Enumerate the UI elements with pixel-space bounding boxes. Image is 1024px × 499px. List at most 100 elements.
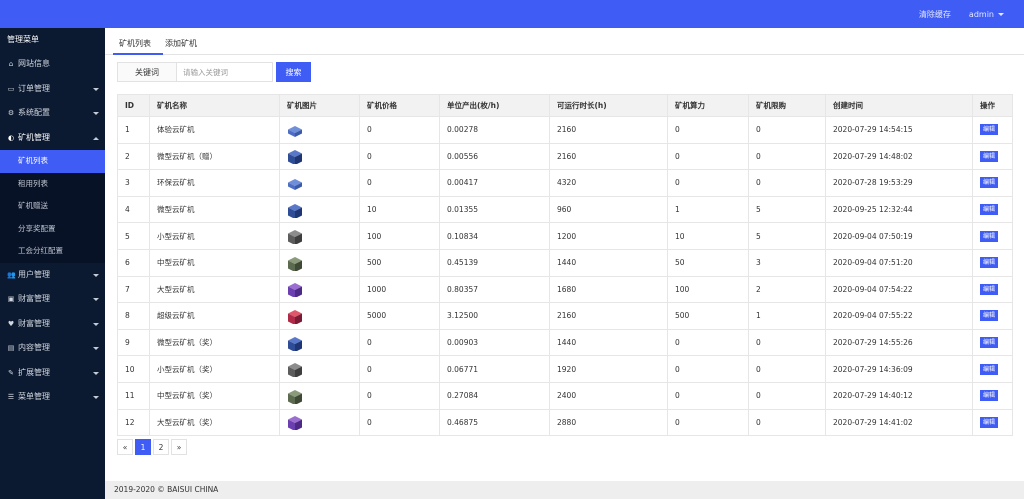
miner-image bbox=[287, 228, 303, 244]
user-menu[interactable]: admin bbox=[969, 10, 1004, 19]
miner-image bbox=[287, 122, 303, 138]
sidebar-item-orders[interactable]: ▭ 订单管理 bbox=[0, 77, 105, 102]
cell-limit: 0 bbox=[749, 382, 826, 409]
page-button-2[interactable]: 2 bbox=[153, 439, 169, 455]
table-body: 1体验云矿机00.002782160002020-07-29 14:54:15编… bbox=[118, 117, 1013, 436]
wallet-icon: ▣ bbox=[7, 287, 15, 312]
search-input[interactable] bbox=[177, 62, 273, 82]
cell-created: 2020-07-29 14:48:02 bbox=[826, 143, 973, 170]
sidebar-title: 管理菜单 bbox=[0, 28, 105, 52]
cell-created: 2020-07-29 14:36:09 bbox=[826, 356, 973, 383]
cell-actions: 编辑 bbox=[973, 249, 1013, 276]
cell-price: 5000 bbox=[360, 303, 440, 330]
table-row: 10小型云矿机（奖）00.067711920002020-07-29 14:36… bbox=[118, 356, 1013, 383]
chevron-down-icon bbox=[93, 88, 99, 91]
cell-created: 2020-09-04 07:50:19 bbox=[826, 223, 973, 250]
clear-cache-link[interactable]: 清除缓存 bbox=[919, 9, 951, 20]
cell-output: 0.27084 bbox=[440, 382, 550, 409]
prev-page-button[interactable]: « bbox=[117, 439, 133, 455]
sidebar-subitem-miner-gift[interactable]: 矿机赠送 bbox=[0, 195, 105, 218]
cell-limit: 5 bbox=[749, 196, 826, 223]
sidebar-item-extensions[interactable]: ✎ 扩展管理 bbox=[0, 361, 105, 386]
cell-power: 0 bbox=[668, 329, 749, 356]
cell-limit: 0 bbox=[749, 356, 826, 383]
edit-button[interactable]: 编辑 bbox=[980, 364, 998, 375]
cell-id: 9 bbox=[118, 329, 150, 356]
sidebar-item-label: 财富管理 bbox=[18, 287, 50, 312]
edit-button[interactable]: 编辑 bbox=[980, 124, 998, 135]
sidebar-item-menus[interactable]: ☰ 菜单管理 bbox=[0, 385, 105, 410]
sidebar-item-users[interactable]: 👥 用户管理 bbox=[0, 263, 105, 288]
sidebar-item-wealth[interactable]: ▣ 财富管理 bbox=[0, 287, 105, 312]
cell-power: 0 bbox=[668, 382, 749, 409]
cell-output: 0.00556 bbox=[440, 143, 550, 170]
cell-limit: 0 bbox=[749, 117, 826, 144]
edit-button[interactable]: 编辑 bbox=[980, 310, 998, 321]
sidebar-item-system-config[interactable]: ⚙ 系统配置 bbox=[0, 101, 105, 126]
cell-price: 500 bbox=[360, 249, 440, 276]
cell-name: 小型云矿机 bbox=[150, 223, 280, 250]
cell-id: 11 bbox=[118, 382, 150, 409]
table-row: 6中型云矿机5000.4513914405032020-09-04 07:51:… bbox=[118, 249, 1013, 276]
miner-image bbox=[287, 175, 303, 191]
table-row: 9微型云矿机（奖）00.009031440002020-07-29 14:55:… bbox=[118, 329, 1013, 356]
pagination: « 1 2 » bbox=[117, 439, 187, 455]
chevron-down-icon bbox=[93, 298, 99, 301]
edit-button[interactable]: 编辑 bbox=[980, 417, 998, 428]
sidebar-subitem-share-reward-config[interactable]: 分享奖配置 bbox=[0, 218, 105, 241]
cell-power: 0 bbox=[668, 117, 749, 144]
cell-limit: 3 bbox=[749, 249, 826, 276]
page-button-1[interactable]: 1 bbox=[135, 439, 151, 455]
search-button[interactable]: 搜索 bbox=[276, 62, 311, 82]
main-content: 矿机列表 添加矿机 关键词 搜索 ID 矿机名称 矿机图片 矿机价格 单位产出(… bbox=[105, 28, 1024, 499]
sidebar-subitem-rental-list[interactable]: 租用列表 bbox=[0, 173, 105, 196]
cell-name: 小型云矿机（奖） bbox=[150, 356, 280, 383]
sidebar-item-label: 系统配置 bbox=[18, 101, 50, 126]
sidebar-item-content[interactable]: ▤ 内容管理 bbox=[0, 336, 105, 361]
miner-image-cell bbox=[280, 170, 360, 197]
column-header: ID bbox=[118, 95, 150, 117]
cell-output: 0.00417 bbox=[440, 170, 550, 197]
cell-power: 100 bbox=[668, 276, 749, 303]
menu-icon: ☰ bbox=[7, 385, 15, 410]
cell-output: 3.12500 bbox=[440, 303, 550, 330]
sidebar-item-site-info[interactable]: ⌂ 网站信息 bbox=[0, 52, 105, 77]
edit-button[interactable]: 编辑 bbox=[980, 204, 998, 215]
cell-price: 0 bbox=[360, 356, 440, 383]
cell-price: 0 bbox=[360, 382, 440, 409]
cell-id: 3 bbox=[118, 170, 150, 197]
next-page-button[interactable]: » bbox=[171, 439, 187, 455]
cell-hours: 2880 bbox=[550, 409, 668, 436]
chevron-down-icon bbox=[93, 372, 99, 375]
top-header: 清除缓存 admin bbox=[0, 0, 1024, 28]
cell-hours: 1440 bbox=[550, 329, 668, 356]
tab-miner-list[interactable]: 矿机列表 bbox=[113, 28, 163, 55]
cell-id: 8 bbox=[118, 303, 150, 330]
miner-image bbox=[287, 255, 303, 271]
sidebar-item-miner-management[interactable]: ◐ 矿机管理 bbox=[0, 126, 105, 151]
edit-button[interactable]: 编辑 bbox=[980, 390, 998, 401]
edit-button[interactable]: 编辑 bbox=[980, 177, 998, 188]
chevron-down-icon bbox=[998, 13, 1004, 16]
cell-actions: 编辑 bbox=[973, 223, 1013, 250]
chevron-down-icon bbox=[93, 323, 99, 326]
sidebar-subitem-union-dividend-config[interactable]: 工会分红配置 bbox=[0, 240, 105, 263]
sidebar-subitem-miner-list[interactable]: 矿机列表 bbox=[0, 150, 105, 173]
cell-power: 0 bbox=[668, 143, 749, 170]
cell-name: 中型云矿机（奖） bbox=[150, 382, 280, 409]
column-header: 矿机价格 bbox=[360, 95, 440, 117]
sidebar-item-label: 内容管理 bbox=[18, 336, 50, 361]
table-row: 8超级云矿机50003.12500216050012020-09-04 07:5… bbox=[118, 303, 1013, 330]
column-header: 创建时间 bbox=[826, 95, 973, 117]
cell-created: 2020-09-04 07:55:22 bbox=[826, 303, 973, 330]
tab-add-miner[interactable]: 添加矿机 bbox=[165, 28, 205, 55]
edit-button[interactable]: 编辑 bbox=[980, 284, 998, 295]
table-row: 4微型云矿机100.01355960152020-09-25 12:32:44编… bbox=[118, 196, 1013, 223]
edit-button[interactable]: 编辑 bbox=[980, 257, 998, 268]
edit-button[interactable]: 编辑 bbox=[980, 337, 998, 348]
edit-button[interactable]: 编辑 bbox=[980, 151, 998, 162]
cell-power: 0 bbox=[668, 170, 749, 197]
sidebar-item-wealth-2[interactable]: ♥ 财富管理 bbox=[0, 312, 105, 337]
miner-image bbox=[287, 414, 303, 430]
edit-button[interactable]: 编辑 bbox=[980, 231, 998, 242]
